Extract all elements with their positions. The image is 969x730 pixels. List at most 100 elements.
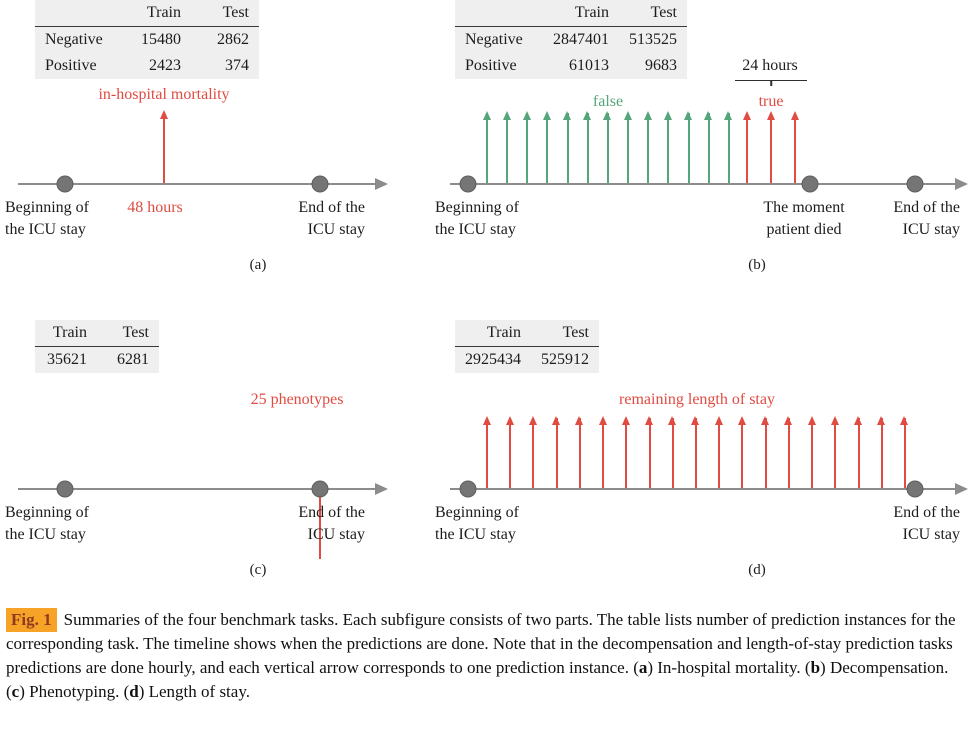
timeline-death-label: The moment patient died <box>763 199 845 238</box>
table-cell: Negative <box>45 31 103 48</box>
table-row: Positive 2423 374 <box>35 53 259 79</box>
table-header-cell <box>35 0 123 27</box>
timeline-end-label: End of the ICU stay <box>893 199 960 238</box>
decompensation-counts-table: Train Test Negative 2847401 513525 Positive 61… <box>455 0 687 79</box>
timeline-end-label: End of the ICU stay <box>298 199 365 238</box>
table-header-cell: Test <box>619 0 687 27</box>
table-cell: 61013 <box>569 57 609 74</box>
prediction-arrow <box>522 111 531 183</box>
caption-segment: Summaries of the four benchmark tasks. E… <box>6 610 956 677</box>
caption-segment: d <box>129 682 139 701</box>
prediction-arrow <box>737 416 746 488</box>
table-cell: 9683 <box>645 57 677 74</box>
prediction-arrow <box>603 111 612 183</box>
prediction-arrow <box>877 416 886 488</box>
prediction-arrow <box>502 111 511 183</box>
figure-caption: Fig. 1 Summaries of the four benchmark ta… <box>6 608 958 704</box>
timeline-end-dot <box>906 175 924 193</box>
prediction-arrow <box>623 111 632 183</box>
table-header-cell: Train <box>123 0 191 27</box>
table-cell: 6281 <box>117 351 149 368</box>
true-predictions-label: true <box>758 93 784 110</box>
panel-tag-a: (a) <box>249 257 267 273</box>
panel-tag-c: (c) <box>249 562 267 578</box>
table-header-row: Train Test <box>455 320 599 347</box>
prediction-arrow <box>668 416 677 488</box>
prediction-arrow <box>714 416 723 488</box>
prediction-arrow <box>482 416 491 488</box>
prediction-arrow <box>704 111 713 183</box>
table-row: Positive 61013 9683 <box>455 53 687 79</box>
caption-segment: ) In-hospital mortality. ( <box>647 658 811 677</box>
table-cell: 2847401 <box>553 31 609 48</box>
length-of-stay-counts-table: Train Test 2925434 525912 <box>455 320 599 373</box>
table-header-cell: Test <box>191 0 259 27</box>
prediction-arrow <box>724 111 733 183</box>
table-cell: 15480 <box>141 31 181 48</box>
panel-tag-b: (b) <box>748 257 766 273</box>
table-header-cell <box>455 0 543 27</box>
table-header-cell: Train <box>543 0 619 27</box>
timeline-d <box>450 483 968 495</box>
table-header-row: Train Test <box>35 320 159 347</box>
prediction-arrow <box>854 416 862 488</box>
prediction-arrow <box>643 111 652 183</box>
window-label-24-hours: 24 hours <box>742 57 798 74</box>
timeline-start-dot <box>56 175 74 193</box>
prediction-arrow <box>766 111 775 183</box>
prediction-arrow <box>528 416 537 488</box>
prediction-arrow <box>691 416 700 488</box>
prediction-arrow <box>159 110 168 183</box>
timeline-start-dot <box>56 480 74 498</box>
panel-tag-d: (d) <box>748 562 766 578</box>
prediction-arrow <box>784 416 793 488</box>
caption-segment: ) Decompensation. ( <box>6 658 949 701</box>
timeline-b <box>450 178 968 190</box>
time-marker-48-hours: 48 hours <box>127 199 183 216</box>
table-row: Negative 15480 2862 <box>35 27 259 54</box>
table-header-row: Train Test <box>455 0 687 27</box>
false-prediction-arrows <box>482 111 733 183</box>
prediction-arrow <box>761 416 770 488</box>
annotation-remaining-length-of-stay: remaining length of stay <box>619 391 775 408</box>
prediction-arrow <box>552 416 561 488</box>
timeline-end-dot <box>311 480 329 498</box>
prediction-arrow <box>598 416 607 488</box>
prediction-arrow <box>505 416 514 488</box>
table-row: Negative 2847401 513525 <box>455 27 687 54</box>
caption-segment: a <box>638 658 648 677</box>
timeline-start-label: Beginning of the ICU stay <box>5 504 89 543</box>
prediction-arrow <box>482 111 491 183</box>
caption-segment: ) Length of stay. <box>138 682 250 701</box>
table-header-row: Train Test <box>35 0 259 27</box>
table-row: 35621 6281 <box>35 347 159 374</box>
prediction-arrow <box>742 111 751 183</box>
timeline-c <box>18 483 388 495</box>
panel-c: Train Test 35621 6281 25 phenotypes Beginni… <box>0 71 969 578</box>
annotation-25-phenotypes: 25 phenotypes <box>250 391 344 408</box>
panel-a: Train Test Negative 15480 2862 Positive 2423 37… <box>0 0 969 273</box>
table-row: 2925434 525912 <box>455 347 599 374</box>
table-cell: Positive <box>465 57 517 74</box>
prediction-arrow <box>583 111 592 183</box>
table-cell: 374 <box>225 57 249 74</box>
window-underbrace <box>735 80 807 86</box>
timeline-death-dot <box>801 175 819 193</box>
timeline-start-dot <box>459 175 477 193</box>
prediction-arrow <box>563 111 572 183</box>
prediction-arrow <box>542 111 551 183</box>
table-cell: Positive <box>45 57 97 74</box>
caption-segment: ) Phenotyping. ( <box>19 682 130 701</box>
false-predictions-label: false <box>592 93 624 110</box>
figure-1: Train Test Negative 15480 2862 Positive 2423 37… <box>0 0 969 701</box>
table-cell: 2423 <box>149 57 181 74</box>
timeline-end-dot <box>906 480 924 498</box>
table-header-cell: Train <box>35 320 97 347</box>
prediction-arrow <box>900 416 909 488</box>
table-cell: 35621 <box>47 351 87 368</box>
timeline-start-label: Beginning of the ICU stay <box>435 504 519 543</box>
table-header-cell: Test <box>97 320 159 347</box>
phenotyping-counts-table: Train Test 35621 6281 <box>35 320 159 373</box>
table-cell: Negative <box>465 31 523 48</box>
prediction-arrow <box>684 111 693 183</box>
